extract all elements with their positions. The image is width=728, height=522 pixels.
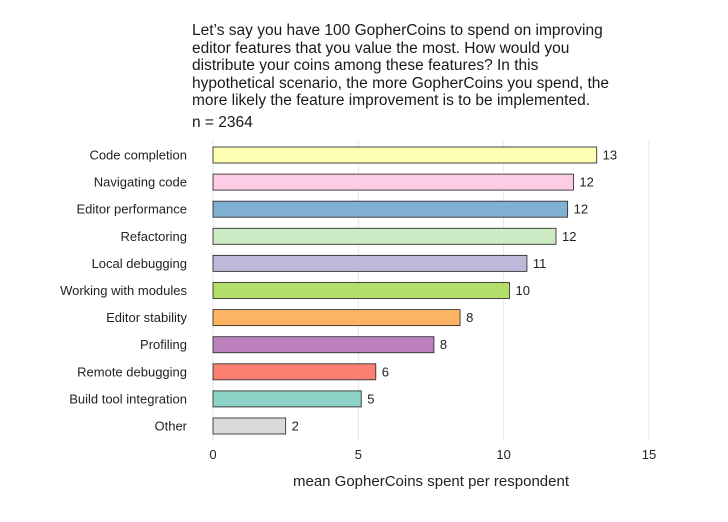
chart-title: Let’s say you have 100 GopherCoins to sp…: [192, 22, 662, 131]
x-tick-label: 10: [496, 447, 510, 462]
x-tick-label: 5: [355, 447, 362, 462]
data-label: 12: [574, 202, 588, 217]
category-label: Remote debugging: [77, 364, 187, 379]
bar: [212, 282, 510, 299]
data-label: 8: [440, 337, 447, 352]
chart-question: Let’s say you have 100 GopherCoins to sp…: [192, 22, 610, 109]
x-tick-label: 15: [642, 447, 656, 462]
bar: [212, 254, 528, 272]
bar: [212, 336, 435, 354]
category-label: Working with modules: [60, 283, 187, 298]
category-label: Local debugging: [92, 256, 187, 271]
bar: [212, 390, 362, 408]
data-label: 6: [382, 364, 389, 379]
category-label: Code completion: [89, 148, 187, 163]
category-label: Editor stability: [106, 310, 187, 325]
bar: [212, 173, 574, 191]
category-label: Editor performance: [76, 202, 187, 217]
data-label: 12: [562, 229, 576, 244]
data-label: 5: [367, 391, 374, 406]
category-label: Build tool integration: [69, 391, 187, 406]
category-label: Profiling: [140, 337, 187, 352]
chart-sample-size: n = 2364: [192, 113, 253, 131]
bar: [212, 417, 287, 435]
bar: [212, 363, 377, 381]
data-label: 2: [292, 419, 299, 434]
x-tick-label: 0: [209, 447, 216, 462]
data-label: 11: [533, 256, 547, 271]
bar: [212, 227, 557, 245]
bar: [212, 146, 598, 164]
data-label: 8: [466, 310, 473, 325]
category-label: Refactoring: [121, 229, 187, 244]
data-label: 13: [603, 148, 617, 163]
category-label: Other: [154, 419, 187, 434]
category-label: Navigating code: [94, 175, 187, 190]
bar: [212, 200, 569, 218]
data-label: 12: [579, 175, 593, 190]
bar: [212, 309, 461, 327]
x-axis-label: mean GopherCoins spent per respondent: [292, 473, 569, 490]
data-label: 10: [515, 283, 529, 298]
